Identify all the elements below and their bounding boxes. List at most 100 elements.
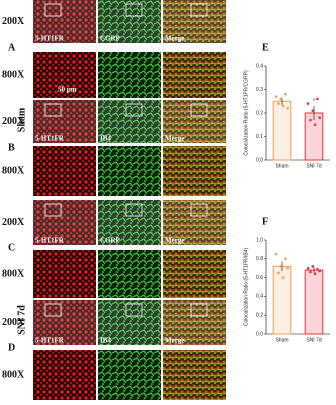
micrograph [163, 0, 226, 43]
data-point [284, 92, 287, 96]
group-label: Sham [16, 107, 27, 132]
inset-box [190, 103, 208, 117]
data-point [318, 269, 322, 273]
data-point [277, 102, 280, 105]
y-tick-label: 0.8 [256, 256, 263, 262]
channel-label: Merge [165, 135, 184, 143]
data-point [277, 271, 280, 275]
inset-box [125, 203, 143, 217]
magnification-label: 800X [2, 268, 25, 279]
data-point [279, 97, 283, 101]
magnification-label: 200X [2, 217, 25, 228]
magnification-label: 200X [2, 16, 25, 27]
data-point [316, 267, 319, 271]
y-axis-label: Colocalization Ratio (5-HT1FR/CGRP) [243, 70, 249, 156]
data-point [318, 116, 322, 119]
panel-letter: F [262, 216, 268, 227]
data-point [274, 95, 278, 98]
data-point [281, 276, 285, 279]
magnification-label: 800X [2, 165, 25, 176]
channel-label: 5-HT1FR [35, 35, 65, 43]
micrograph [33, 100, 96, 143]
channel-label: 5-HT1FR [35, 135, 65, 143]
channel-label: 5-HT1FR [35, 237, 65, 245]
magnification-label: 800X [2, 369, 25, 380]
micrograph [163, 146, 226, 196]
significance-mark: * [313, 98, 315, 104]
data-point [309, 270, 312, 274]
micrograph [33, 200, 96, 245]
y-tick-label: 0.0 [256, 157, 263, 163]
data-point [286, 107, 290, 110]
micrograph [163, 350, 226, 400]
micrograph [98, 52, 161, 98]
data-point [286, 266, 290, 270]
group-label: SNI 7d [16, 305, 27, 335]
x-tick-label: Sham [275, 337, 288, 343]
micrograph [33, 300, 96, 345]
data-point [306, 102, 310, 105]
data-point [311, 109, 315, 112]
micrograph [98, 350, 161, 400]
x-tick-label: SNI 7d [306, 337, 322, 343]
channel-label: IB4 [100, 135, 111, 143]
y-tick-label: 0.2 [256, 313, 263, 319]
inset-box [44, 103, 62, 117]
micrograph [33, 350, 96, 400]
inset-box [44, 3, 62, 17]
micrograph [163, 100, 226, 143]
magnification-label: 200X [2, 116, 25, 127]
inset-box [44, 303, 62, 317]
bar [304, 269, 324, 335]
data-point [316, 97, 319, 101]
x-tick-label: Sham [275, 163, 288, 169]
x-tick-label: SNI 7d [306, 163, 322, 169]
micrograph [33, 250, 96, 298]
micrograph [163, 52, 226, 98]
data-point [306, 266, 310, 270]
data-point [284, 257, 287, 261]
panel-letter: C [8, 242, 15, 253]
micrograph [163, 200, 226, 245]
data-point [311, 265, 315, 268]
micrograph [98, 200, 161, 245]
channel-label: IB4 [100, 337, 111, 345]
inset-box [125, 3, 143, 17]
micrograph [98, 100, 161, 143]
y-tick-label: 0.0 [256, 331, 263, 337]
micrograph [33, 0, 96, 43]
scale-bar-label: 50 µm [58, 86, 77, 94]
micrograph [33, 146, 96, 196]
bar [272, 265, 292, 335]
y-tick-label: 0.4 [256, 294, 263, 300]
data-point [274, 252, 278, 256]
inset-box [125, 303, 143, 317]
inset-box [190, 3, 208, 17]
data-point [279, 265, 283, 268]
data-point [313, 123, 317, 127]
data-point [281, 104, 285, 108]
channel-label: CGRP [100, 35, 121, 43]
y-tick-label: 0.1 [256, 134, 263, 140]
channel-label: Merge [165, 35, 184, 43]
inset-box [190, 303, 208, 317]
panel-letter: E [262, 42, 269, 53]
magnification-label: 800X [2, 69, 25, 80]
data-point [313, 272, 317, 276]
inset-box [44, 203, 62, 217]
y-tick-label: 0.3 [256, 87, 263, 93]
channel-label: 5-HT1FR [35, 337, 65, 345]
data-point [309, 118, 312, 122]
panel-letter: D [8, 342, 15, 353]
micrograph [98, 250, 161, 298]
channel-label: CGRP [100, 237, 121, 245]
channel-label: Merge [165, 337, 184, 345]
micrograph [98, 0, 161, 43]
y-tick-label: 0.2 [256, 110, 263, 116]
y-tick-label: 0.6 [256, 275, 263, 281]
y-axis-label: Colocalization Ratio (5-HT1FR/IB4) [243, 247, 249, 326]
inset-box [125, 103, 143, 117]
micrograph [98, 146, 161, 196]
channel-label: Merge [165, 237, 184, 245]
